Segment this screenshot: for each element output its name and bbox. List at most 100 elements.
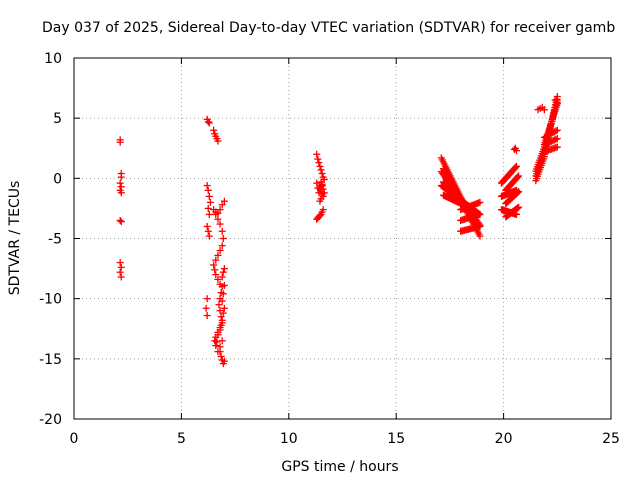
data-point — [314, 184, 322, 192]
data-point — [117, 273, 125, 281]
data-point — [218, 242, 226, 250]
x-axis-label: GPS time / hours — [281, 459, 398, 475]
data-point — [476, 198, 484, 206]
y-tick-label: -20 — [39, 412, 62, 428]
data-point — [220, 197, 228, 205]
y-axis-label: SDTVAR / TECUs — [7, 181, 23, 296]
data-points — [116, 93, 561, 368]
x-tick-label: 25 — [602, 431, 620, 447]
data-point — [214, 215, 222, 223]
data-point — [220, 357, 228, 365]
data-point — [212, 271, 220, 279]
data-point — [218, 201, 226, 209]
data-point — [204, 204, 212, 212]
data-point — [116, 268, 124, 276]
data-point — [515, 203, 523, 211]
data-point — [220, 281, 228, 289]
data-point — [116, 259, 124, 267]
data-point — [313, 150, 321, 158]
y-tick-label: -10 — [39, 292, 62, 308]
axis-ticks — [73, 57, 612, 420]
data-point — [476, 232, 484, 240]
data-point — [203, 295, 211, 303]
data-point — [220, 265, 228, 273]
data-point — [320, 189, 328, 197]
data-point — [204, 118, 212, 126]
y-tick-label: -15 — [39, 352, 62, 368]
data-point — [214, 331, 222, 339]
data-point — [214, 275, 222, 283]
data-point — [211, 337, 219, 345]
data-point — [203, 222, 211, 230]
data-point — [514, 188, 522, 196]
data-point — [220, 304, 228, 312]
data-point — [513, 189, 521, 197]
data-point — [552, 135, 560, 143]
data-point — [476, 210, 484, 218]
data-point — [214, 137, 222, 145]
data-point — [117, 183, 125, 191]
data-point — [205, 119, 213, 127]
data-point — [512, 163, 520, 171]
data-point — [117, 189, 125, 197]
x-tick-label: 20 — [495, 431, 513, 447]
data-point — [117, 173, 125, 181]
y-tick-label: -5 — [48, 232, 62, 248]
data-point — [315, 159, 323, 167]
data-point — [553, 143, 561, 151]
data-point — [204, 186, 212, 194]
data-point — [204, 227, 212, 235]
data-point — [214, 251, 222, 259]
data-point — [117, 263, 125, 271]
data-point — [116, 138, 124, 146]
data-point — [316, 197, 324, 205]
data-point — [215, 301, 223, 309]
data-point — [218, 316, 226, 324]
data-point — [212, 342, 220, 350]
data-point — [205, 232, 213, 240]
x-tick-label: 10 — [280, 431, 298, 447]
data-point — [540, 106, 548, 114]
data-point — [203, 182, 211, 190]
data-point — [318, 170, 326, 178]
data-point — [216, 247, 224, 255]
data-point — [210, 126, 218, 134]
data-point — [216, 206, 224, 214]
data-point — [476, 222, 484, 230]
data-point — [512, 162, 520, 170]
data-point — [217, 352, 225, 360]
data-point — [217, 321, 225, 329]
data-point — [317, 178, 325, 186]
x-tick-labels: 0 5 10 15 20 25 — [70, 431, 620, 447]
data-point — [219, 290, 227, 298]
data-point — [319, 185, 327, 193]
data-point — [318, 182, 326, 190]
y-tick-labels: -20 -15 -10 -5 0 5 10 — [39, 51, 62, 428]
data-point — [515, 172, 523, 180]
data-point — [202, 304, 210, 312]
data-point — [212, 210, 220, 218]
data-point — [117, 218, 125, 226]
x-tick-label: 5 — [177, 431, 186, 447]
data-point — [216, 220, 224, 228]
data-point — [210, 261, 218, 269]
data-point — [316, 162, 324, 170]
data-point — [212, 256, 220, 264]
data-point — [552, 127, 560, 135]
data-point — [511, 164, 519, 172]
data-point — [218, 297, 226, 305]
data-point — [317, 166, 325, 174]
data-point — [219, 235, 227, 242]
data-point — [314, 155, 322, 163]
data-point — [219, 309, 227, 317]
y-tick-label: 0 — [53, 171, 62, 187]
data-point — [217, 313, 225, 321]
data-point — [216, 348, 224, 356]
data-point — [512, 147, 520, 155]
data-point — [203, 312, 211, 320]
data-point — [218, 227, 226, 235]
data-point — [205, 210, 213, 218]
x-tick-label: 0 — [70, 431, 79, 447]
data-point — [206, 198, 214, 206]
